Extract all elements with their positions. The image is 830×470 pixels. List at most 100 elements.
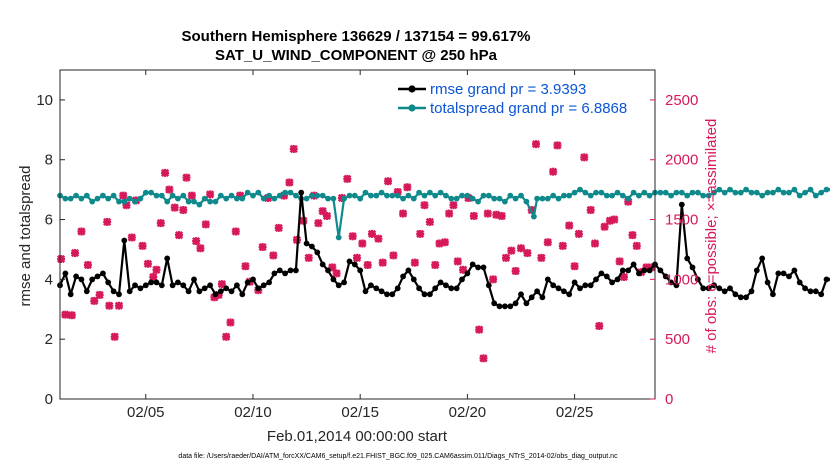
totalspread-point — [539, 195, 546, 202]
plot-frame — [59, 69, 656, 400]
rmse-point — [201, 285, 208, 292]
rmse-point — [512, 300, 519, 307]
rmse-point — [796, 279, 803, 286]
rmse-point — [443, 282, 449, 289]
y-tick-label: 2 — [45, 331, 53, 348]
rmse-point — [78, 276, 85, 283]
totalspread-point — [105, 195, 112, 202]
totalspread-point — [250, 192, 256, 199]
legend-rmse-label: rmse grand pr = 3.9393 — [430, 81, 586, 98]
rmse-point — [823, 276, 830, 283]
rmse-point — [282, 270, 288, 277]
rmse-point — [636, 270, 642, 277]
obs-assimilated-point — [374, 234, 383, 243]
totalspread-point — [448, 195, 455, 202]
footnote: data file: /Users/raeder/DAI/ATM_forcXX/… — [178, 453, 618, 460]
obs-assimilated-point — [595, 321, 604, 331]
totalspread-point — [705, 192, 712, 199]
obs-assimilated-point — [332, 269, 341, 278]
totalspread-point — [303, 195, 310, 202]
totalspread-point — [678, 189, 685, 196]
totalspread-point — [630, 189, 637, 196]
totalspread-point — [217, 192, 224, 199]
obs-assimilated-point — [67, 311, 76, 320]
totalspread-point — [561, 192, 567, 199]
rmse-point — [523, 300, 530, 307]
obs-assimilated-point — [138, 241, 147, 250]
y-tick-label: 6 — [45, 212, 53, 229]
totalspread-point — [201, 195, 208, 202]
totalspread-point — [89, 198, 96, 205]
obs-assimilated-point — [619, 272, 629, 282]
rmse-point — [303, 240, 310, 247]
rmse-point — [298, 189, 305, 196]
obs-assimilated-point — [479, 354, 488, 363]
rmse-point — [743, 294, 749, 301]
totalspread-point — [780, 189, 787, 196]
totalspread-point — [802, 189, 808, 196]
rmse-point — [480, 264, 487, 271]
rmse-point — [94, 273, 101, 280]
rmse-point — [491, 300, 498, 307]
totalspread-point — [786, 189, 792, 196]
obs-assimilated-point — [314, 219, 323, 228]
totalspread-point — [636, 192, 642, 199]
obs-assimilated-point — [304, 253, 313, 262]
obs-assimilated-point — [531, 140, 541, 149]
rmse-point — [518, 291, 524, 298]
rmse-point — [437, 279, 444, 286]
y-right-tick-label: 2000 — [665, 152, 698, 169]
rmse-point — [432, 285, 439, 292]
totalspread-point — [335, 234, 342, 241]
rmse-point — [502, 303, 508, 310]
totalspread-point — [255, 189, 262, 196]
obs-assimilated-point — [143, 259, 153, 268]
totalspread-point — [668, 192, 674, 199]
rmse-point — [662, 273, 669, 280]
legend-rmse-marker — [408, 85, 416, 93]
totalspread-point — [711, 189, 717, 196]
totalspread-point — [737, 189, 744, 196]
rmse-point — [271, 270, 278, 277]
totalspread-point — [410, 195, 417, 202]
totalspread-point — [373, 192, 380, 199]
totalspread-point — [67, 195, 74, 202]
totalspread-point — [142, 189, 149, 196]
rmse-point — [678, 201, 685, 208]
rmse-point — [410, 276, 417, 283]
rmse-point — [100, 270, 106, 277]
totalspread-line — [59, 188, 830, 239]
totalspread-point — [748, 189, 755, 196]
totalspread-point — [421, 192, 428, 199]
obs-assimilated-point — [160, 168, 170, 178]
rmse-point — [250, 276, 256, 283]
totalspread-point — [721, 189, 728, 196]
totalspread-point — [400, 195, 406, 202]
obs-assimilated-point — [516, 244, 526, 253]
totalspread-point — [78, 195, 85, 202]
totalspread-point — [185, 198, 192, 205]
totalspread-point — [587, 192, 594, 199]
totalspread-point — [469, 195, 476, 202]
totalspread-point — [239, 195, 246, 202]
obs-assimilated-point — [127, 233, 136, 242]
obs-assimilated-point — [574, 229, 584, 239]
totalspread-point — [287, 189, 294, 196]
rmse-point — [561, 288, 567, 295]
totalspread-point — [770, 189, 776, 196]
totalspread-point — [684, 192, 691, 199]
totalspread-point — [480, 192, 487, 199]
rmse-point — [126, 288, 133, 295]
totalspread-point — [657, 189, 664, 196]
obs-assimilated-point — [217, 280, 227, 289]
totalspread-point — [609, 192, 615, 199]
totalspread-point — [695, 189, 701, 196]
rmse-point — [587, 282, 594, 289]
rmse-point — [802, 285, 808, 292]
totalspread-point — [531, 213, 537, 220]
obs-assimilated-point — [289, 144, 298, 154]
obs-assimilated-point — [469, 211, 478, 221]
obs-assimilated-point — [205, 190, 215, 199]
rmse-point — [534, 288, 540, 295]
obs-assimilated-point — [558, 241, 567, 250]
